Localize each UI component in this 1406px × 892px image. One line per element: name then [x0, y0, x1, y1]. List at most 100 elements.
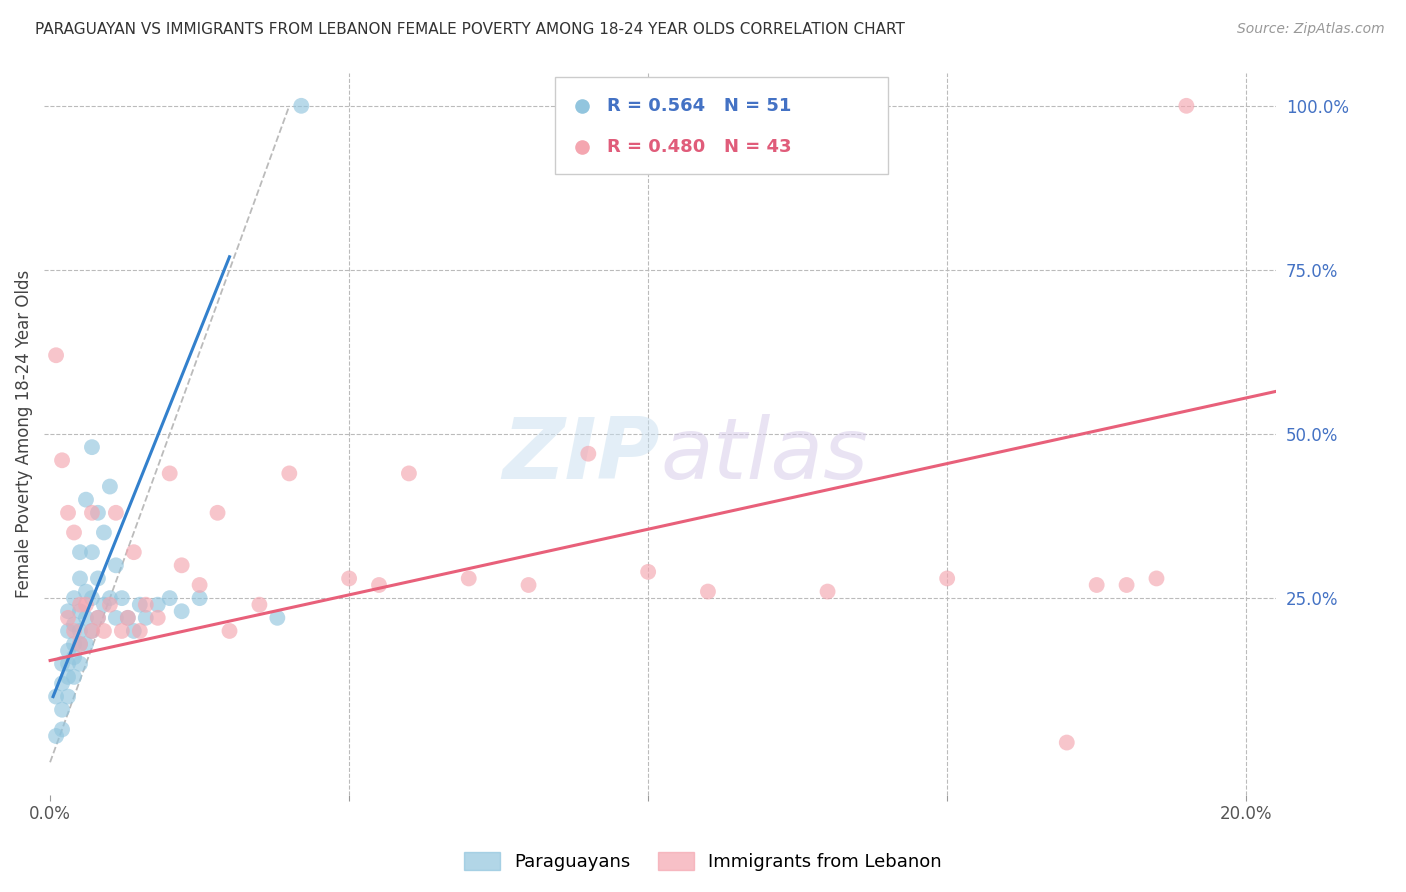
Point: [368, 578, 391, 592]
Point: [1056, 735, 1078, 749]
Point: [63, 637, 86, 651]
Point: [1175, 99, 1198, 113]
Point: [576, 447, 599, 461]
Text: R = 0.480   N = 43: R = 0.480 N = 43: [607, 137, 792, 156]
Point: [218, 624, 240, 638]
Text: R = 0.564   N = 51: R = 0.564 N = 51: [607, 97, 792, 115]
Point: [1146, 571, 1168, 585]
Point: [98, 598, 121, 612]
Point: [56, 690, 79, 704]
Point: [75, 637, 97, 651]
Point: [1115, 578, 1137, 592]
Point: [93, 598, 115, 612]
Point: [80, 624, 103, 638]
Point: [159, 467, 181, 481]
Legend: Paraguayans, Immigrants from Lebanon: Paraguayans, Immigrants from Lebanon: [457, 845, 949, 879]
Text: ZIP: ZIP: [502, 414, 659, 497]
Point: [517, 578, 540, 592]
Point: [69, 624, 91, 638]
Point: [290, 99, 312, 113]
Point: [104, 558, 127, 573]
Point: [45, 729, 67, 743]
Y-axis label: Female Poverty Among 18-24 Year Olds: Female Poverty Among 18-24 Year Olds: [15, 270, 32, 599]
Point: [56, 506, 79, 520]
Point: [1085, 578, 1108, 592]
FancyBboxPatch shape: [555, 77, 889, 174]
Point: [135, 598, 157, 612]
Point: [56, 611, 79, 625]
Point: [51, 723, 73, 737]
Point: [75, 492, 97, 507]
Point: [111, 624, 134, 638]
Point: [337, 571, 360, 585]
Point: [87, 571, 110, 585]
Point: [249, 598, 271, 612]
Point: [51, 676, 73, 690]
Point: [69, 545, 91, 559]
Point: [128, 624, 150, 638]
Point: [56, 624, 79, 638]
Text: PARAGUAYAN VS IMMIGRANTS FROM LEBANON FEMALE POVERTY AMONG 18-24 YEAR OLDS CORRE: PARAGUAYAN VS IMMIGRANTS FROM LEBANON FE…: [35, 22, 905, 37]
Point: [75, 611, 97, 625]
Point: [80, 591, 103, 606]
Point: [188, 578, 211, 592]
Point: [170, 604, 193, 618]
Point: [104, 506, 127, 520]
Point: [122, 624, 145, 638]
Point: [135, 611, 157, 625]
Point: [93, 624, 115, 638]
Point: [45, 690, 67, 704]
Point: [69, 657, 91, 671]
Point: [63, 670, 86, 684]
Point: [51, 703, 73, 717]
Point: [111, 591, 134, 606]
Point: [98, 479, 121, 493]
Point: [122, 545, 145, 559]
Point: [63, 650, 86, 665]
Point: [63, 624, 86, 638]
Point: [697, 584, 720, 599]
Point: [128, 598, 150, 612]
Point: [45, 348, 67, 362]
Point: [80, 545, 103, 559]
Point: [75, 598, 97, 612]
Point: [278, 467, 301, 481]
Point: [56, 643, 79, 657]
Point: [398, 467, 420, 481]
Point: [457, 571, 479, 585]
Point: [63, 525, 86, 540]
Point: [207, 506, 229, 520]
Point: [69, 604, 91, 618]
Point: [637, 565, 659, 579]
Point: [87, 506, 110, 520]
Point: [63, 591, 86, 606]
Point: [56, 670, 79, 684]
Point: [146, 611, 169, 625]
Point: [188, 591, 211, 606]
Point: [87, 611, 110, 625]
Point: [117, 611, 139, 625]
Point: [80, 624, 103, 638]
Text: Source: ZipAtlas.com: Source: ZipAtlas.com: [1237, 22, 1385, 37]
Point: [69, 571, 91, 585]
Point: [69, 598, 91, 612]
Point: [69, 637, 91, 651]
Point: [266, 611, 288, 625]
Point: [75, 584, 97, 599]
Point: [56, 604, 79, 618]
Point: [87, 611, 110, 625]
Point: [104, 611, 127, 625]
Point: [117, 611, 139, 625]
Point: [56, 657, 79, 671]
Point: [817, 584, 839, 599]
Point: [170, 558, 193, 573]
Point: [69, 637, 91, 651]
Point: [93, 525, 115, 540]
Point: [98, 591, 121, 606]
Point: [63, 617, 86, 632]
Text: atlas: atlas: [659, 414, 868, 497]
Point: [159, 591, 181, 606]
Point: [80, 440, 103, 454]
Point: [51, 453, 73, 467]
Point: [51, 657, 73, 671]
